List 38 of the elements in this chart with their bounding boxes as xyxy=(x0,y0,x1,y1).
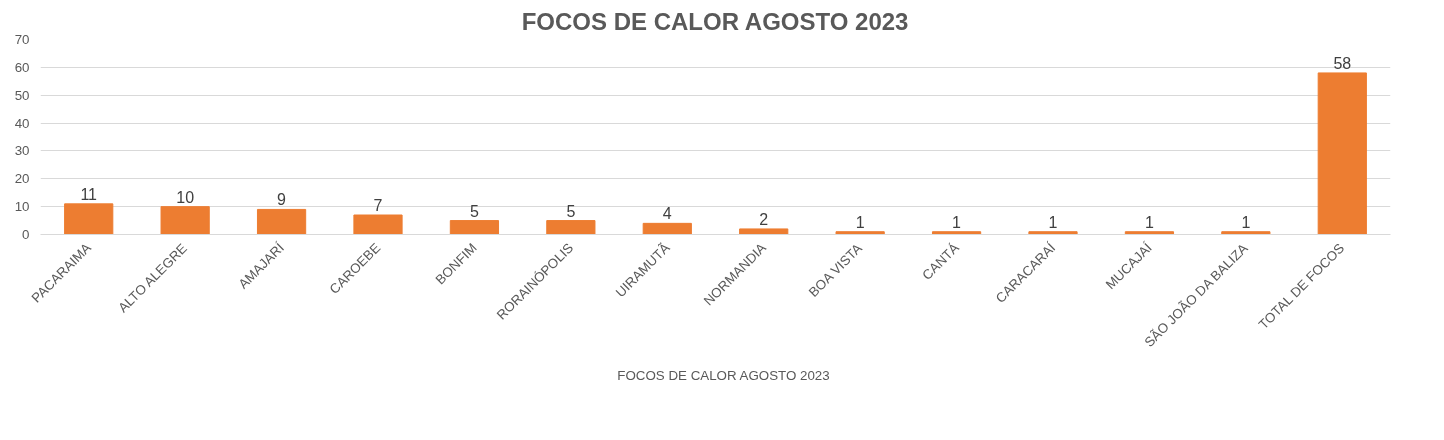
y-tick-label: 20 xyxy=(14,171,30,187)
data-label: 2 xyxy=(759,210,769,228)
data-label: 5 xyxy=(566,202,576,220)
bar xyxy=(931,231,982,235)
y-tick-label: 70 xyxy=(14,32,30,47)
bar xyxy=(1317,72,1367,235)
bar xyxy=(1028,231,1078,235)
data-label: 1 xyxy=(1241,213,1251,231)
data-label: 1 xyxy=(855,213,865,231)
y-tick-label: 40 xyxy=(14,115,30,131)
data-label: 1 xyxy=(1144,213,1154,231)
y-tick-label: 0 xyxy=(22,227,30,242)
bar xyxy=(1124,231,1175,235)
bar xyxy=(546,220,596,235)
bar xyxy=(739,228,789,235)
bar xyxy=(353,214,403,235)
bar xyxy=(160,206,210,235)
data-label: 10 xyxy=(176,188,195,206)
bar xyxy=(256,208,307,235)
data-label: 4 xyxy=(662,205,672,223)
bar xyxy=(449,220,500,235)
data-label: 58 xyxy=(1333,54,1352,72)
bar xyxy=(1221,231,1271,235)
data-label: 1 xyxy=(952,213,962,231)
bar xyxy=(835,231,885,235)
y-tick-label: 50 xyxy=(14,87,30,103)
y-tick-label: 30 xyxy=(14,143,30,159)
bar xyxy=(64,203,114,235)
data-label: 1 xyxy=(1048,213,1058,231)
data-label: 9 xyxy=(277,191,287,209)
y-tick-label: 10 xyxy=(14,199,30,215)
chart-title: FOCOS DE CALOR AGOSTO 2023 xyxy=(521,7,909,35)
y-tick-label: 60 xyxy=(14,59,30,75)
bar xyxy=(642,222,692,235)
text: FOCOS DE CALOR AGOSTO 2023 xyxy=(617,367,830,383)
data-label: 11 xyxy=(80,185,98,203)
data-label: 7 xyxy=(373,197,383,214)
data-label: 5 xyxy=(469,202,479,220)
